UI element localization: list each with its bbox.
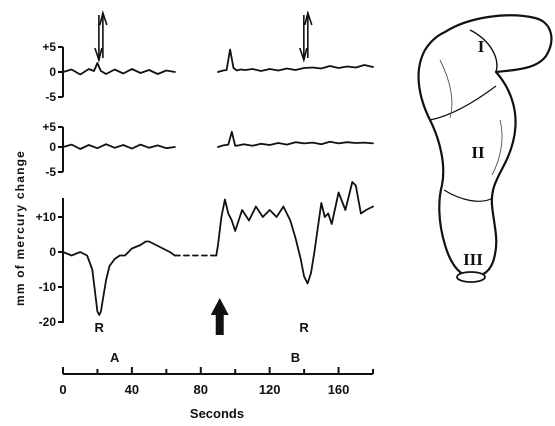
y-tick-label: -5 [45, 165, 56, 179]
arrow-head-up [304, 10, 313, 26]
solid-up-arrow [210, 298, 229, 335]
trough-label-R: R [94, 320, 104, 335]
stomach-outline [417, 14, 553, 278]
region-label-I: I [478, 37, 485, 56]
top-trace-panel: +5 0 -5 [42, 10, 374, 104]
trace-segment-B [217, 48, 374, 73]
fold-line-middle [429, 85, 497, 121]
y-tick-label: +10 [36, 210, 57, 224]
stimulus-arrow-marker [299, 10, 313, 63]
y-tick-label: +5 [42, 120, 56, 134]
trace-segment-B [217, 130, 374, 148]
region-label-II: II [471, 143, 485, 162]
fold-line-upper [469, 29, 498, 73]
trace-segment-A [62, 143, 176, 150]
x-tick-label: 160 [328, 382, 350, 397]
arrow-head-down [94, 47, 103, 63]
shading-line [439, 59, 453, 119]
y-tick-label: -10 [39, 280, 57, 294]
arrow-head-down [299, 47, 308, 63]
trace-segment-A [62, 62, 176, 76]
y-tick-label: -5 [45, 90, 56, 104]
x-tick-label: 0 [59, 382, 66, 397]
region-label-III: III [463, 250, 483, 269]
x-tick-label: 40 [125, 382, 139, 397]
pyloric-opening [456, 271, 486, 283]
x-axis-label: Seconds [190, 406, 244, 421]
bottom-trace-panel: +100-10-20 R RA Bmm of mercury change [13, 150, 374, 365]
y-tick-label: 0 [49, 140, 56, 154]
y-tick-label: +5 [42, 40, 56, 54]
segment-label-A: A [110, 350, 120, 365]
y-axis-label: mm of mercury change [13, 150, 27, 306]
stimulus-arrow-marker [94, 10, 108, 63]
x-tick-label: 120 [259, 382, 281, 397]
arrow-head-up [99, 10, 108, 26]
trace-segment-A [62, 240, 176, 316]
x-tick-label: 80 [194, 382, 208, 397]
fold-line-lower [443, 189, 494, 202]
y-tick-label: 0 [49, 245, 56, 259]
x-axis: 0 40 80 120 160 Seconds [59, 367, 374, 421]
trace-segment-B [215, 181, 374, 285]
shading-line [491, 119, 503, 176]
middle-trace-panel: +5 0 -5 [42, 120, 374, 179]
y-tick-label: 0 [49, 65, 56, 79]
segment-label-B: B [291, 350, 300, 365]
trough-label-R: R [299, 320, 309, 335]
y-tick-label: -20 [39, 315, 57, 329]
